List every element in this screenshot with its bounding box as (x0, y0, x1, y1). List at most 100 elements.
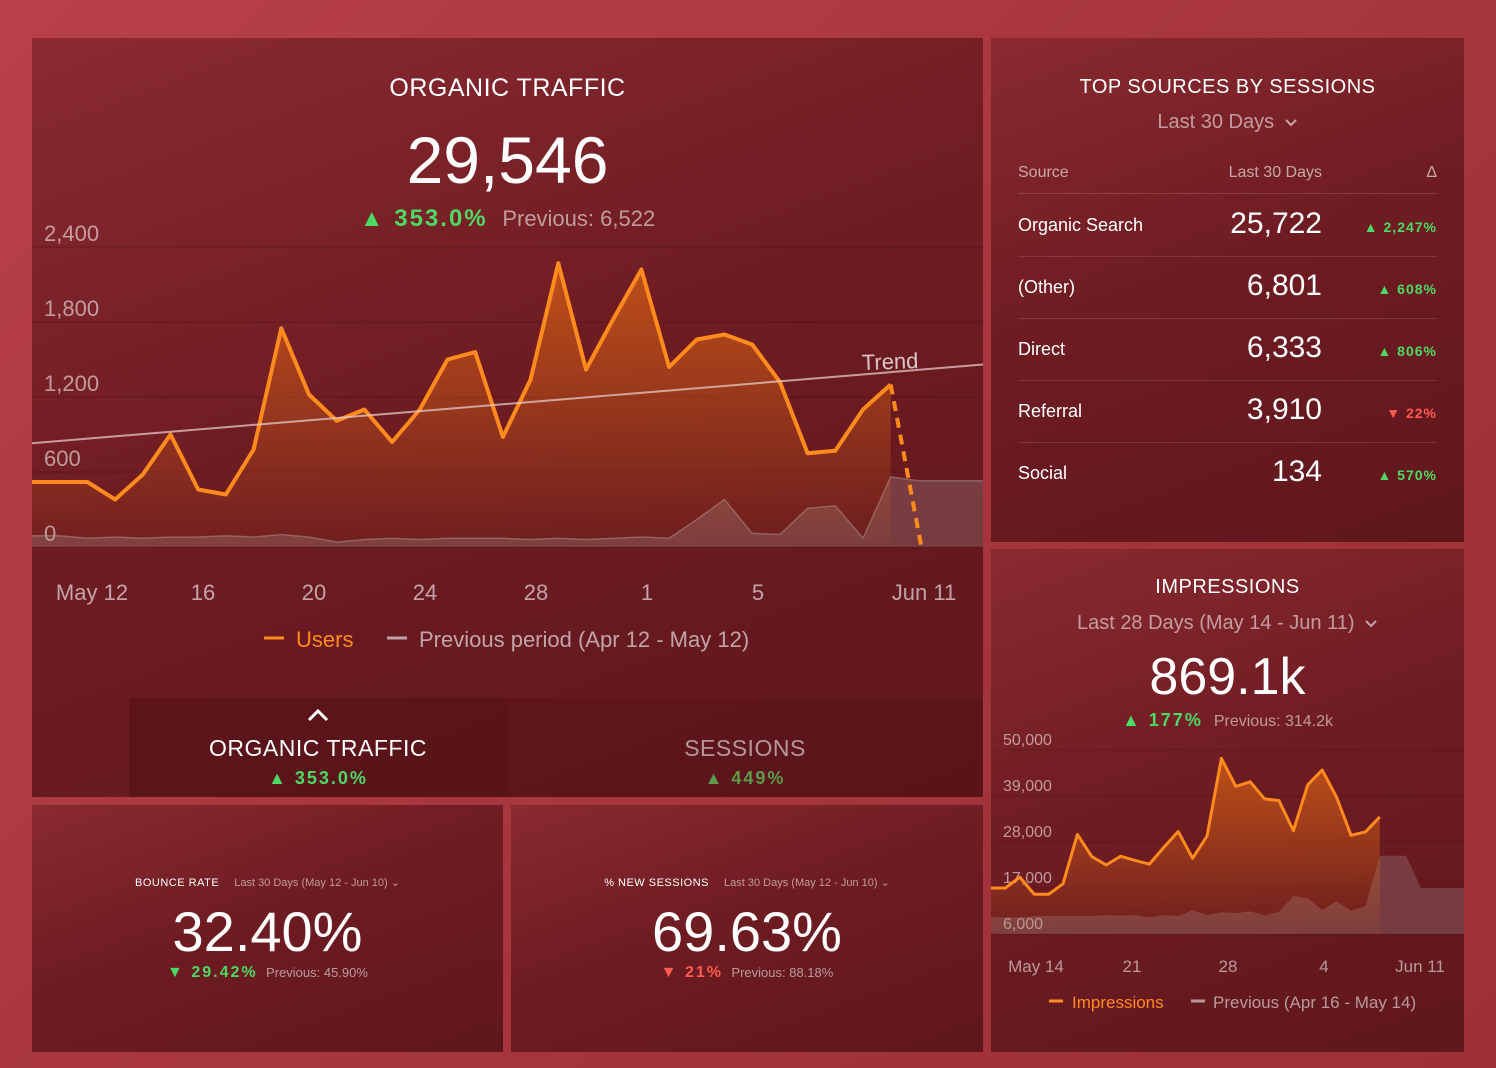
series-users-area (32, 263, 891, 547)
source-delta: ▲ 806% (1377, 343, 1437, 359)
previous-value: Previous: 314.2k (1213, 713, 1334, 730)
chevron-down-icon (1364, 612, 1378, 635)
metric-delta-row: ▼ 29.42% Previous: 45.90% (32, 964, 503, 982)
x-tick-label: 5 (752, 580, 764, 605)
tab-label: ORGANIC TRAFFIC (209, 735, 427, 761)
chevron-down-icon: ⌄ (390, 877, 400, 889)
y-tick-label: 50,000 (1003, 732, 1052, 749)
widget-title: BOUNCE RATE (135, 877, 220, 889)
column-header-source: Source (1018, 164, 1069, 181)
legend-label-impressions: Impressions (1072, 993, 1164, 1012)
column-header-value: Last 30 Days (1228, 164, 1322, 181)
chevron-down-icon (1284, 111, 1298, 134)
x-tick-label: May 12 (56, 580, 128, 605)
delta-value: ▲ 177% (1121, 710, 1203, 730)
widget-header: BOUNCE RATE Last 30 Days (May 12 - Jun 1… (32, 876, 503, 889)
metric-delta-row: ▲ 353.0% Previous: 6,522 (32, 205, 983, 233)
date-range-dropdown[interactable]: Last 28 Days (May 14 - Jun 11) (991, 612, 1464, 635)
source-name: (Other) (1018, 277, 1076, 297)
tab-label: SESSIONS (684, 735, 806, 761)
x-tick-label: 20 (302, 580, 326, 605)
widget-header: % NEW SESSIONS Last 30 Days (May 12 - Ju… (511, 876, 983, 889)
tab-delta: ▲ 449% (704, 768, 786, 788)
table-header: Source Last 30 Days Δ (1018, 164, 1437, 194)
metric-value: 32.40% (172, 900, 363, 963)
y-tick-label: 1,200 (44, 371, 99, 396)
x-tick-label: 28 (524, 580, 548, 605)
column-header-delta: Δ (1426, 164, 1437, 181)
x-tick-label: 21 (1123, 957, 1142, 976)
x-tick-label: 1 (641, 580, 653, 605)
metric-value: 69.63% (652, 900, 842, 963)
table-row: Direct 6,333 ▲ 806% (1018, 319, 1437, 381)
tab-sessions[interactable]: SESSIONS ▲ 449% (507, 698, 983, 797)
source-name: Referral (1018, 401, 1083, 421)
metric-value: 869.1k (1149, 648, 1306, 706)
organic-traffic-widget: ORGANIC TRAFFIC 29,546 ▲ 353.0% Previous… (32, 38, 983, 797)
date-range-label: Last 30 Days (May 12 - Jun 10) (724, 877, 878, 889)
x-tick-label: 16 (191, 580, 215, 605)
source-delta: ▼ 22% (1386, 405, 1437, 421)
source-value: 134 (1271, 455, 1322, 488)
source-name: Social (1018, 463, 1068, 483)
date-range-dropdown[interactable]: Last 30 Days (991, 111, 1464, 134)
legend-label-users: Users (296, 627, 353, 652)
source-value: 6,333 (1246, 331, 1322, 364)
widget-title: IMPRESSIONS (1155, 576, 1300, 598)
metric-value: 29,546 (406, 123, 609, 197)
date-range-label: Last 28 Days (May 14 - Jun 11) (1076, 612, 1355, 634)
previous-value: Previous: 88.18% (731, 965, 834, 980)
x-tick-label: 24 (413, 580, 437, 605)
metric-delta-row: ▲ 177% Previous: 314.2k (991, 710, 1464, 731)
y-tick-label: 2,400 (44, 221, 99, 246)
x-tick-label: May 14 (1008, 957, 1064, 976)
previous-value: Previous: 45.90% (266, 965, 368, 980)
source-delta: ▲ 570% (1377, 467, 1437, 483)
series-users-line (32, 261, 893, 502)
y-tick-label: 600 (44, 446, 81, 471)
source-delta: ▲ 2,247% (1363, 219, 1437, 235)
delta-value: ▲ 353.0% (359, 205, 488, 232)
previous-value: Previous: 6,522 (502, 206, 656, 231)
y-tick-label: 39,000 (1003, 778, 1052, 795)
legend-label-previous: Previous period (Apr 12 - May 12) (419, 627, 749, 652)
delta-value: ▼ 29.42% (167, 964, 258, 981)
trend-line (32, 363, 983, 445)
tab-delta: ▲ 353.0% (268, 768, 368, 788)
chevron-down-icon: ⌄ (880, 877, 890, 889)
widget-title: TOP SOURCES BY SESSIONS (1079, 76, 1376, 98)
new-sessions-widget: % NEW SESSIONS Last 30 Days (May 12 - Ju… (511, 805, 983, 1052)
source-name: Organic Search (1018, 215, 1144, 235)
table-row: Organic Search 25,722 ▲ 2,247% (1018, 195, 1437, 257)
trend-label: Trend (861, 348, 918, 375)
date-range-dropdown[interactable]: Last 30 Days (May 12 - Jun 10) ⌄ (234, 877, 400, 889)
x-tick-label: Jun 11 (892, 580, 956, 605)
table-row: Social 134 ▲ 570% (1018, 443, 1437, 505)
bounce-rate-widget: BOUNCE RATE Last 30 Days (May 12 - Jun 1… (32, 805, 503, 1052)
source-value: 3,910 (1246, 393, 1322, 426)
date-range-label: Last 30 Days (1157, 111, 1275, 133)
chevron-up-icon (129, 704, 507, 724)
x-tick-label: 4 (1319, 957, 1328, 976)
x-tick-label: Jun 11 (1395, 957, 1445, 976)
widget-title: % NEW SESSIONS (604, 877, 709, 889)
top-sources-widget: TOP SOURCES BY SESSIONS Last 30 Days Sou… (991, 38, 1464, 542)
metric-delta-row: ▼ 21% Previous: 88.18% (511, 964, 983, 982)
date-range-dropdown[interactable]: Last 30 Days (May 12 - Jun 10) ⌄ (724, 877, 890, 889)
y-tick-label: 28,000 (1003, 824, 1052, 841)
series-users-incomplete-line (888, 384, 924, 548)
tab-organic-traffic[interactable]: ORGANIC TRAFFIC ▲ 353.0% (129, 698, 507, 797)
date-range-label: Last 30 Days (May 12 - Jun 10) (234, 877, 388, 889)
y-tick-label: 1,800 (44, 296, 99, 321)
widget-title: ORGANIC TRAFFIC (389, 74, 626, 102)
table-row: Referral 3,910 ▼ 22% (1018, 381, 1437, 443)
legend-label-previous: Previous (Apr 16 - May 14) (1213, 993, 1416, 1012)
x-tick-label: 28 (1219, 957, 1238, 976)
source-delta: ▲ 608% (1377, 281, 1437, 297)
delta-value: ▼ 21% (660, 964, 723, 981)
source-value: 6,801 (1246, 269, 1322, 302)
table-row: (Other) 6,801 ▲ 608% (1018, 257, 1437, 319)
series-impressions-line (991, 756, 1381, 896)
